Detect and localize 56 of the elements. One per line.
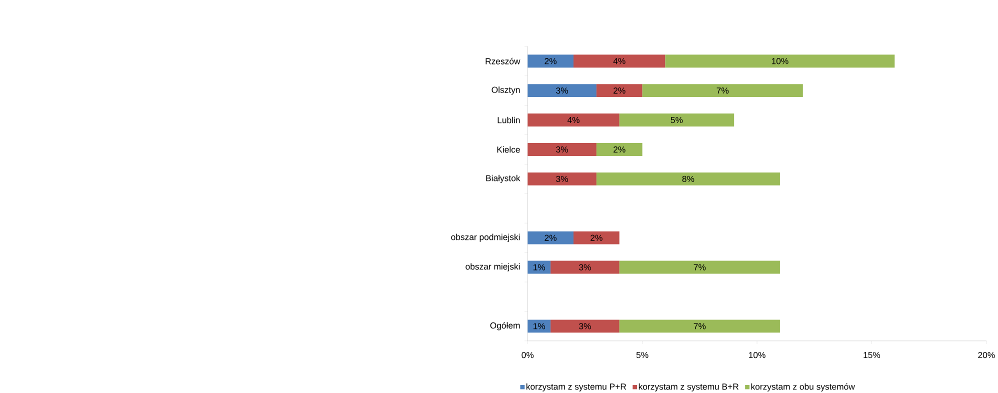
bar (596, 84, 642, 97)
data-label: 3% (556, 176, 568, 182)
bar (642, 84, 803, 97)
bar (550, 319, 620, 332)
bar (528, 172, 596, 186)
bar (574, 54, 666, 68)
data-label: 3% (556, 87, 568, 94)
data-label: 2% (614, 146, 626, 152)
y-tick-label: Lublin (498, 116, 520, 123)
data-label: 1% (533, 264, 546, 270)
x-tick-label: 10% (749, 352, 766, 358)
data-label: 8% (682, 176, 694, 182)
y-tick-label: Kielce (497, 146, 520, 152)
data-label: 2% (590, 234, 602, 241)
bar (619, 260, 780, 274)
data-label: 4% (613, 58, 626, 64)
data-label: 7% (694, 264, 706, 270)
legend-label: korzystam z systemu P+R (526, 383, 626, 392)
bar (596, 142, 642, 156)
y-tick-label: obszar podmiejski (451, 234, 520, 242)
y-tick-label: Białystok (486, 174, 520, 183)
bar (665, 54, 895, 68)
data-label: 2% (544, 234, 557, 241)
bar (528, 319, 551, 332)
x-tick-label: 20% (978, 352, 995, 358)
y-tick-label: obszar miejski (466, 263, 520, 272)
data-label: 3% (579, 322, 591, 330)
data-label: 2% (614, 87, 626, 94)
data-label: 2% (544, 58, 557, 64)
x-tick-label: 5% (636, 352, 648, 358)
legend-label: korzystam z systemu B+R (638, 383, 738, 392)
y-tick-label: Olsztyn (492, 86, 520, 94)
bar (528, 231, 574, 244)
bar (596, 172, 780, 186)
data-label: 3% (579, 264, 591, 270)
x-tick-label: 15% (864, 352, 880, 358)
bar (528, 260, 551, 274)
bar (528, 113, 620, 126)
data-label: 10% (772, 58, 788, 64)
legend-label: korzystam z obu systemów (751, 383, 855, 392)
y-tick-label: Ogółem (490, 322, 520, 330)
bar (619, 319, 780, 332)
data-label: 3% (556, 146, 568, 152)
data-label: 7% (694, 322, 706, 329)
x-tick-label: 0% (522, 352, 534, 358)
data-label: 4% (567, 116, 580, 123)
bar (574, 231, 620, 244)
bar (619, 113, 734, 126)
bar (528, 84, 596, 97)
data-label: 5% (670, 116, 683, 123)
data-label: 1% (533, 322, 546, 329)
bar (528, 54, 574, 68)
bar (550, 260, 620, 274)
bar (528, 142, 596, 156)
y-tick-label: Rzeszów (486, 58, 520, 64)
data-label: 7% (716, 87, 729, 94)
